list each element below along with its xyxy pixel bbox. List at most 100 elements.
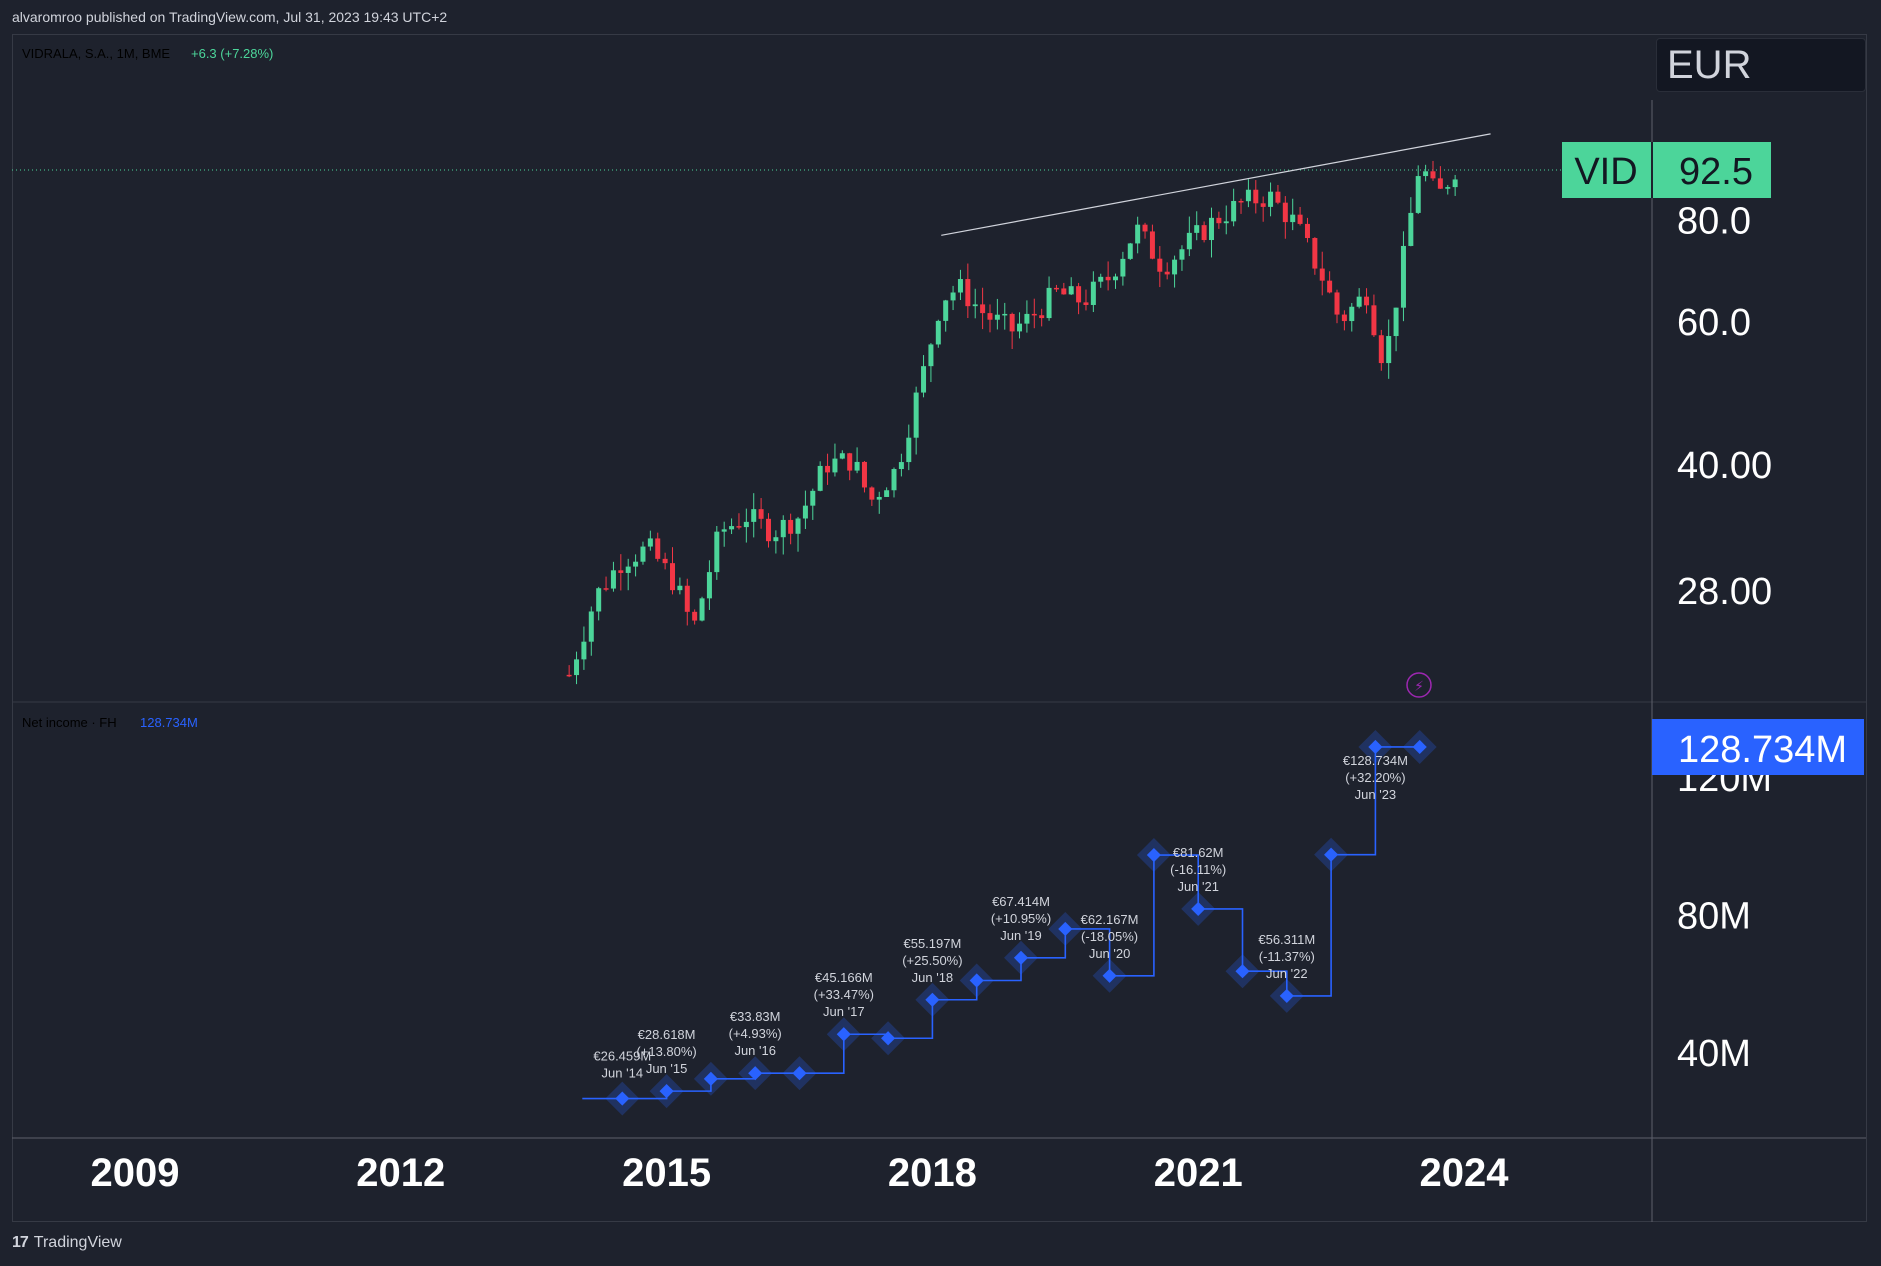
price-legend-title[interactable]: VIDRALA, S.A., 1M, BME	[22, 46, 170, 61]
net-income-point[interactable]	[1225, 954, 1260, 989]
net-income-tick-label: 40M	[1677, 1033, 1751, 1075]
candle	[825, 453, 831, 485]
candle	[1415, 165, 1421, 215]
candle	[1208, 207, 1214, 258]
candle	[847, 452, 853, 481]
candle	[625, 558, 631, 591]
time-tick-label: 2021	[1154, 1151, 1243, 1195]
net-income-annotation: (+32.20%)	[1345, 770, 1405, 785]
net-income-point[interactable]	[693, 1061, 728, 1096]
candle	[765, 513, 771, 548]
bottom-bar	[0, 1222, 1881, 1266]
net-income-point[interactable]	[1181, 891, 1216, 926]
candle	[1334, 289, 1340, 324]
candle	[1186, 216, 1192, 257]
tradingview-logo[interactable]: 17 TradingView	[12, 1234, 122, 1252]
candle	[972, 288, 978, 319]
candle	[1076, 282, 1082, 315]
candle	[1164, 262, 1170, 280]
net-income-tick-label: 80M	[1677, 896, 1751, 938]
candle	[1179, 245, 1185, 271]
candle	[1201, 221, 1207, 243]
net-income-point[interactable]	[1269, 978, 1304, 1013]
net-income-point[interactable]	[605, 1081, 640, 1116]
candle	[670, 547, 676, 595]
candle	[1386, 319, 1392, 379]
candle	[1268, 182, 1274, 217]
net-income-point[interactable]	[915, 982, 950, 1017]
candle	[795, 516, 801, 552]
tradingview-logo-icon: 17	[12, 1234, 29, 1251]
candle	[699, 596, 705, 622]
net-income-point[interactable]	[1048, 911, 1083, 946]
candle	[603, 576, 609, 592]
price-axis-labels: 80.0 60.0 40.00 28.00	[1677, 201, 1772, 613]
candle	[950, 285, 956, 311]
net-income-point[interactable]	[871, 1021, 906, 1056]
candle	[1098, 273, 1104, 288]
net-income-point[interactable]	[1314, 837, 1349, 872]
candle	[1282, 196, 1288, 239]
candle	[987, 304, 993, 333]
net-income-legend-title[interactable]: Net income · FH	[22, 715, 117, 730]
candle	[677, 577, 683, 595]
candle	[788, 513, 794, 545]
candle	[1437, 166, 1443, 189]
net-income-last-value: 128.734M	[1678, 729, 1847, 771]
lightning-icon[interactable]: ⚡	[1406, 672, 1432, 698]
candle	[780, 515, 786, 555]
candle	[980, 287, 986, 330]
net-income-point[interactable]	[1092, 958, 1127, 993]
candle	[884, 487, 890, 497]
net-income-line	[582, 746, 1420, 1100]
tradingview-brand: TradingView	[33, 1234, 122, 1251]
net-income-annotation: €62.167M	[1081, 912, 1139, 927]
candle	[1031, 298, 1037, 329]
candle	[1297, 206, 1303, 226]
candle	[1275, 184, 1281, 205]
currency-selector[interactable]: EUR	[1656, 38, 1866, 92]
net-income-point[interactable]	[959, 963, 994, 998]
net-income-annotation: €67.414M	[992, 894, 1050, 909]
candle	[921, 355, 927, 398]
net-income-point[interactable]	[1402, 730, 1437, 764]
candle	[1327, 271, 1333, 294]
candle	[1194, 211, 1200, 241]
net-income-point[interactable]	[782, 1056, 817, 1091]
net-income-point[interactable]	[738, 1056, 773, 1091]
net-income-point[interactable]	[649, 1074, 684, 1109]
candle	[1120, 251, 1126, 286]
candle	[714, 525, 720, 580]
candle	[588, 606, 594, 656]
candle	[1105, 261, 1111, 291]
candle	[1423, 164, 1429, 182]
net-income-annotation: €26.459M	[593, 1049, 651, 1064]
net-income-point[interactable]	[1136, 838, 1171, 873]
candle	[706, 560, 712, 610]
candle	[1223, 205, 1229, 235]
net-income-value-label: 128.734M	[1652, 719, 1864, 775]
candle	[751, 493, 757, 538]
candle	[1002, 302, 1008, 330]
candle	[1135, 216, 1141, 254]
candle	[1290, 198, 1296, 231]
net-income-annotation: €128.734M	[1343, 753, 1408, 768]
net-income-point[interactable]	[1004, 940, 1038, 975]
net-income-annotation: Jun '14	[602, 1066, 644, 1081]
net-income-annotation: (+13.80%)	[636, 1044, 696, 1059]
net-income-annotation: €33.83M	[730, 1009, 781, 1024]
candle	[1245, 179, 1251, 208]
candle	[1172, 255, 1178, 288]
price-tick-label: 80.0	[1677, 201, 1751, 243]
published-info: alvaromroo published on TradingView.com,…	[12, 9, 448, 25]
candle	[817, 461, 823, 492]
candle	[1408, 197, 1414, 247]
net-income-series	[582, 730, 1437, 1116]
symbol-price-label: VID 92.5	[1562, 142, 1771, 198]
net-income-point[interactable]	[826, 1017, 861, 1052]
trendline[interactable]	[941, 133, 1491, 236]
net-income-point[interactable]	[1358, 730, 1393, 764]
candle	[1312, 237, 1318, 275]
net-income-legend-value: 128.734M	[140, 715, 198, 730]
